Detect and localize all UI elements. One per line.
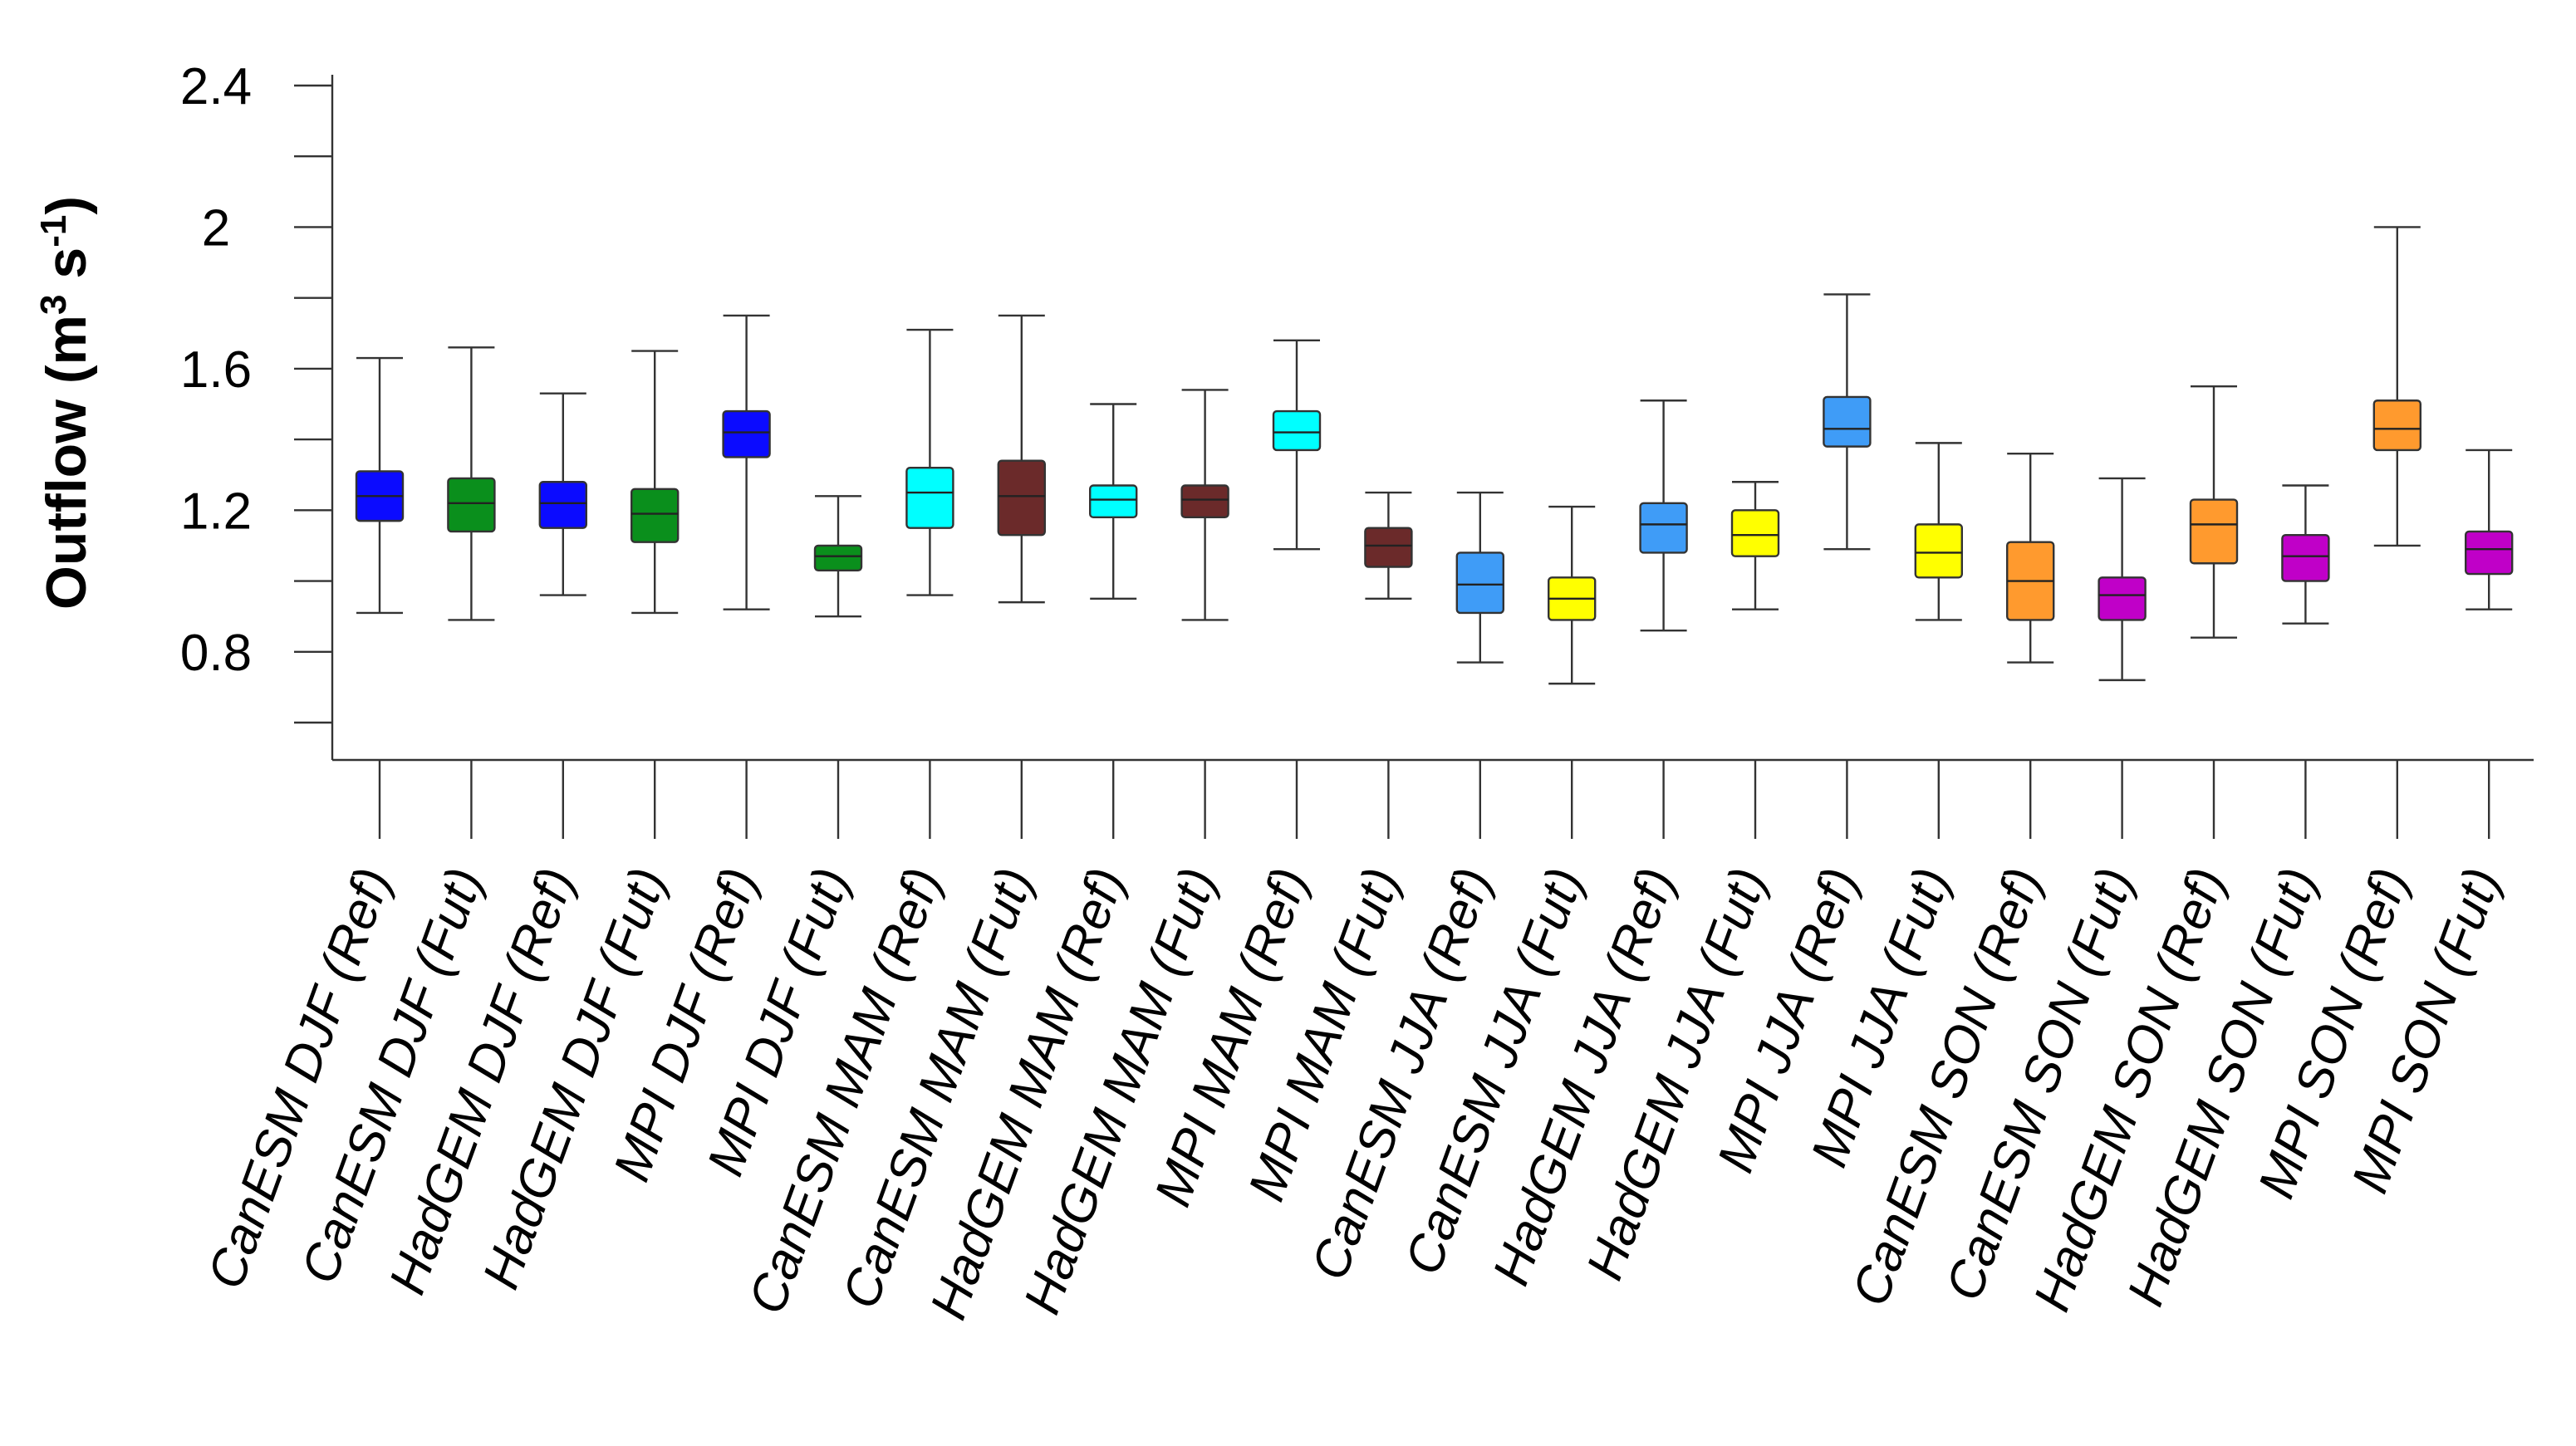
iqr-box — [2189, 498, 2239, 565]
iqr-box — [447, 477, 496, 533]
iqr-box — [1823, 395, 1872, 448]
box-group — [905, 328, 954, 839]
box-group — [1364, 491, 1413, 839]
iqr-box — [813, 544, 863, 571]
box-group — [2281, 484, 2330, 839]
box-group — [2372, 226, 2422, 839]
iqr-box — [2372, 399, 2422, 452]
iqr-box — [2464, 530, 2514, 576]
y-tick-label: 1.2 — [180, 483, 252, 540]
y-axis-title: Outflow (m3 s-1) — [33, 196, 99, 610]
box-group — [1914, 442, 1964, 839]
iqr-box — [631, 488, 680, 543]
iqr-box — [1364, 527, 1413, 568]
y-tick-label: 2.4 — [180, 58, 252, 115]
iqr-box — [722, 409, 771, 458]
iqr-box — [1272, 409, 1322, 452]
iqr-box — [1455, 551, 1505, 615]
box-group — [1455, 491, 1505, 839]
box-group — [1088, 403, 1138, 839]
y-tick-label: 0.8 — [180, 625, 252, 682]
box-group — [1547, 505, 1597, 839]
box-group — [722, 314, 771, 839]
y-tick-label: 2 — [202, 199, 230, 257]
box-group — [2098, 477, 2147, 839]
iqr-box — [2281, 533, 2330, 582]
box-group — [631, 350, 680, 839]
box-group — [1272, 339, 1322, 839]
iqr-box — [1639, 502, 1688, 554]
axes: 0.8 1.2 1.6 2 2.4 — [180, 58, 2534, 762]
iqr-box — [1914, 523, 1964, 579]
iqr-box — [1730, 509, 1780, 557]
box-group — [2189, 385, 2239, 839]
iqr-box — [2098, 576, 2147, 621]
x-axis-labels: CanESM DJF (Ref)CanESM DJF (Fut)HadGEM D… — [197, 860, 2511, 1326]
iqr-box — [997, 459, 1047, 537]
iqr-box — [905, 467, 954, 529]
box-group — [813, 495, 863, 839]
box-group — [2005, 452, 2055, 839]
box-group — [447, 346, 496, 839]
box-group — [1823, 293, 1872, 839]
iqr-box — [1088, 484, 1138, 519]
box-group — [355, 356, 405, 839]
box-group — [2464, 449, 2514, 839]
box-group — [1639, 399, 1688, 839]
iqr-box — [1180, 484, 1229, 519]
y-axis-title-text: Outflow (m3 s-1) — [33, 196, 99, 610]
box-group — [997, 314, 1047, 839]
box-group — [538, 392, 587, 839]
y-tick-label: 1.6 — [180, 341, 252, 399]
iqr-box — [538, 481, 587, 529]
box-group — [1180, 389, 1229, 839]
box-group — [1730, 481, 1780, 839]
plot-area — [355, 226, 2514, 839]
